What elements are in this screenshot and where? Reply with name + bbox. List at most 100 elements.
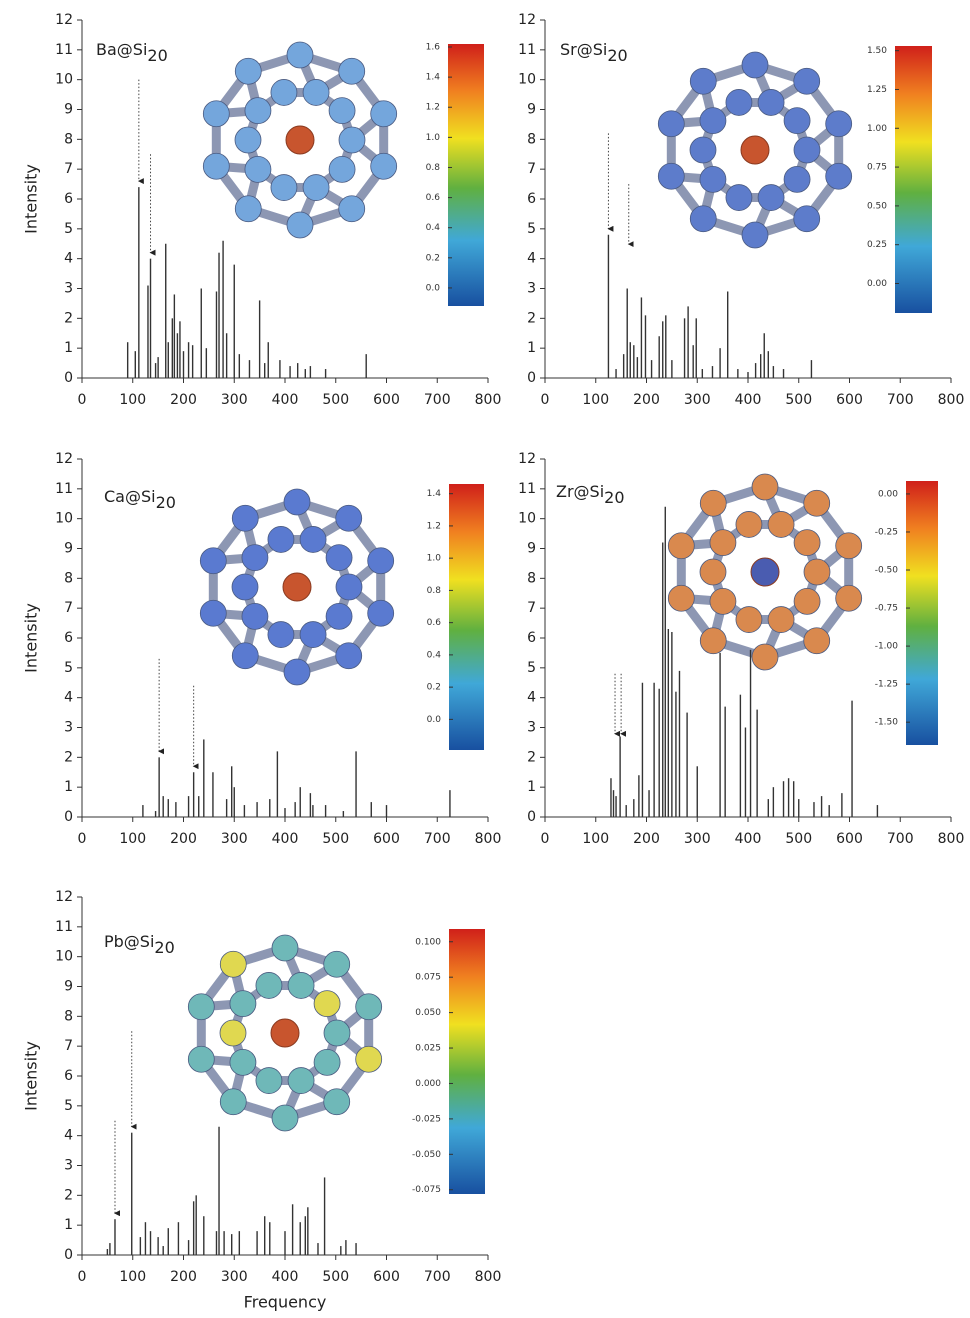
colorbar-tick-label: 0.0 [426,283,441,293]
x-tick-label: 800 [475,831,502,847]
x-tick-label: 600 [373,392,400,408]
y-tick-label: 1 [64,1217,73,1233]
atom [324,951,350,977]
x-tick-label: 600 [373,831,400,847]
x-tick-label: 300 [221,831,248,847]
atom [242,603,268,629]
y-tick-label: 10 [518,72,536,88]
x-tick-label: 800 [938,831,965,847]
atom [804,490,830,516]
colorbar-tick-label: 0.025 [415,1044,441,1054]
y-tick-label: 10 [518,511,536,527]
atom [235,127,261,153]
title-subscript: 20 [607,46,627,65]
atom [339,196,365,222]
atom [690,206,716,232]
y-tick-label: 2 [527,749,536,765]
colorbar-tick-label: -1.50 [875,718,899,728]
y-tick-label: 11 [518,42,536,58]
center-atom [751,558,779,586]
y-tick-label: 2 [64,749,73,765]
y-tick-label: 3 [527,281,536,297]
atom [272,935,298,961]
atom [826,111,852,137]
y-tick-label: 3 [64,720,73,736]
atom [768,607,794,633]
y-tick-label: 2 [64,1187,73,1203]
y-tick-label: 0 [64,809,73,825]
center-atom [286,126,314,154]
atom [336,574,362,600]
atom [271,79,297,105]
y-tick-label: 8 [527,570,536,586]
colorbar-tick-label: 0.100 [415,937,441,947]
atom [700,490,726,516]
atom [288,1068,314,1094]
atom [326,545,352,571]
atom [658,111,684,137]
atom [203,101,229,127]
atom [326,603,352,629]
atom [232,574,258,600]
atom [303,79,329,105]
colorbar-tick-label: -0.50 [875,566,899,576]
atom [804,628,830,654]
y-tick-label: 7 [64,600,73,616]
atom [710,588,736,614]
x-tick-label: 400 [272,831,299,847]
y-tick-label: 11 [55,919,73,935]
y-tick-label: 4 [64,1128,73,1144]
atom [188,1046,214,1072]
atom [200,600,226,626]
atom [288,972,314,998]
atom [256,972,282,998]
colorbar-tick-label: 0.2 [426,253,440,263]
atom [324,1089,350,1115]
atom [700,559,726,585]
title-subscript: 20 [154,938,174,957]
y-tick-label: 1 [64,340,73,356]
y-axis-label: Intensity [22,603,41,673]
atom [272,1105,298,1131]
atom [726,185,752,211]
colorbar-tick-label: 1.2 [426,103,440,113]
y-tick-label: 10 [55,72,73,88]
colorbar-tick-label: -0.25 [875,527,898,537]
atom [826,163,852,189]
colorbar-tick-label: 0.4 [426,223,441,233]
y-tick-label: 8 [527,131,536,147]
atom [668,585,694,611]
atom [220,1020,246,1046]
atom [336,643,362,669]
x-tick-label: 700 [424,831,451,847]
x-tick-label: 800 [938,392,965,408]
atom [758,185,784,211]
y-tick-label: 8 [64,131,73,147]
atom [794,588,820,614]
colorbar-tick-label: 1.50 [867,46,887,56]
y-tick-label: 2 [527,310,536,326]
atom [235,58,261,84]
atom [752,474,778,500]
atom [324,1020,350,1046]
atom [271,175,297,201]
atom [232,643,258,669]
x-tick-label: 500 [785,831,812,847]
atom [256,1068,282,1094]
colorbar-tick-label: 1.0 [427,554,442,564]
x-tick-label: 0 [541,831,550,847]
y-tick-label: 4 [64,690,73,706]
x-tick-label: 300 [221,392,248,408]
y-tick-label: 12 [55,451,73,467]
colorbar-tick-label: 0.8 [427,586,442,596]
atom [268,622,294,648]
x-tick-label: 400 [735,392,762,408]
x-tick-label: 100 [582,392,609,408]
atom [736,607,762,633]
y-tick-label: 5 [527,221,536,237]
colorbar-tick-label: 0.6 [427,618,442,628]
y-tick-label: 4 [64,251,73,267]
x-tick-label: 700 [424,392,451,408]
colorbar [449,484,484,750]
